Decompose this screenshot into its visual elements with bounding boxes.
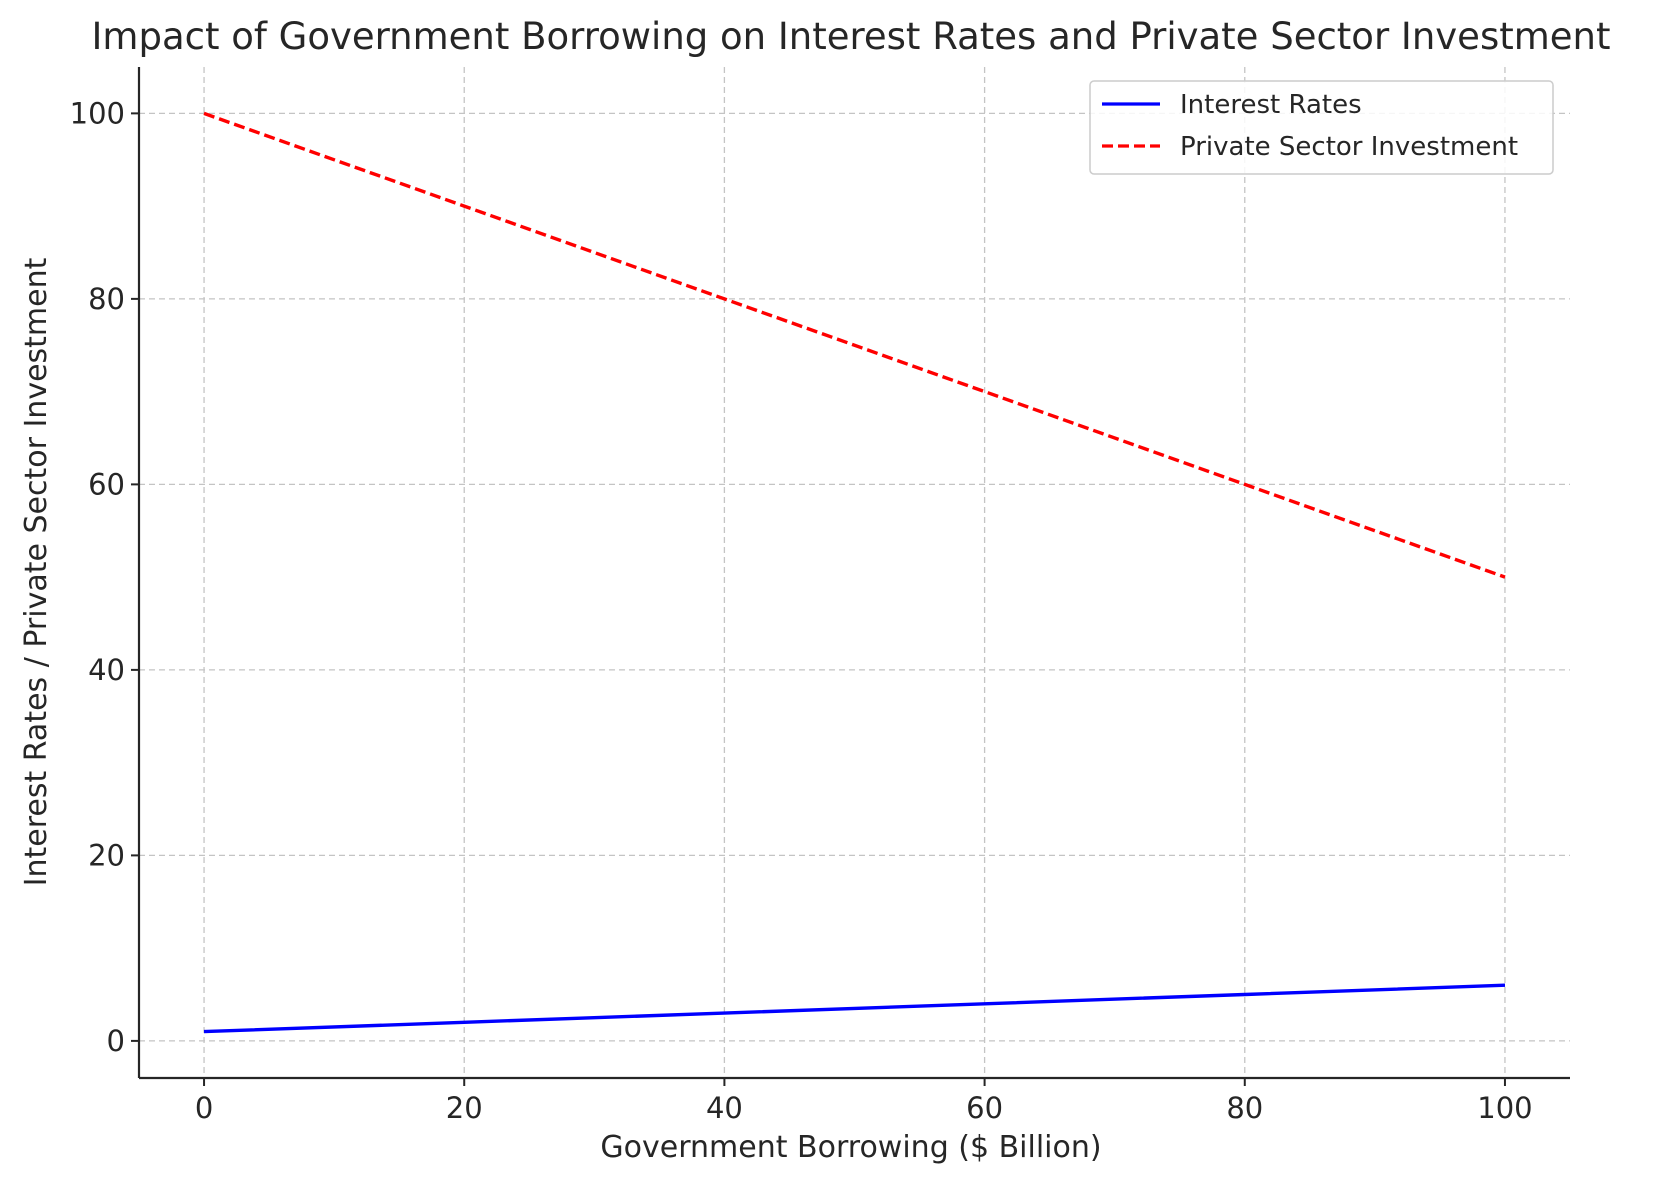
legend-label-private-sector-investment: Private Sector Investment [1180, 132, 1518, 162]
x-tick-label: 20 [446, 1091, 483, 1125]
y-tick-label: 60 [88, 467, 125, 501]
y-axis-ticks: 0 20 40 60 80 100 [70, 96, 139, 1058]
x-tick-label: 80 [1226, 1091, 1263, 1125]
legend: Interest Rates Private Sector Investment [1089, 80, 1554, 175]
y-tick-label: 80 [88, 282, 125, 316]
grid [139, 67, 1570, 1078]
x-axis-label: Government Borrowing ($ Billion) [600, 1130, 1101, 1165]
y-tick-label: 0 [107, 1024, 125, 1058]
y-tick-label: 40 [88, 653, 125, 687]
x-tick-label: 100 [1477, 1091, 1532, 1125]
legend-box [1089, 80, 1554, 175]
series-line-interest-rates [203, 983, 1506, 1034]
chart-title: Impact of Government Borrowing on Intere… [92, 15, 1611, 58]
y-axis-label: Interest Rates / Private Sector Investme… [19, 257, 54, 886]
x-tick-label: 60 [966, 1091, 1003, 1125]
x-axis-ticks: 0 20 40 60 80 100 [195, 1078, 1533, 1125]
x-tick-label: 40 [706, 1091, 743, 1125]
x-tick-label: 0 [195, 1091, 213, 1125]
series-layer [203, 111, 1506, 1034]
y-tick-label: 20 [88, 838, 125, 872]
series-line-private-sector-investment [203, 111, 1506, 579]
y-tick-label: 100 [70, 96, 125, 130]
legend-label-interest-rates: Interest Rates [1180, 90, 1362, 120]
